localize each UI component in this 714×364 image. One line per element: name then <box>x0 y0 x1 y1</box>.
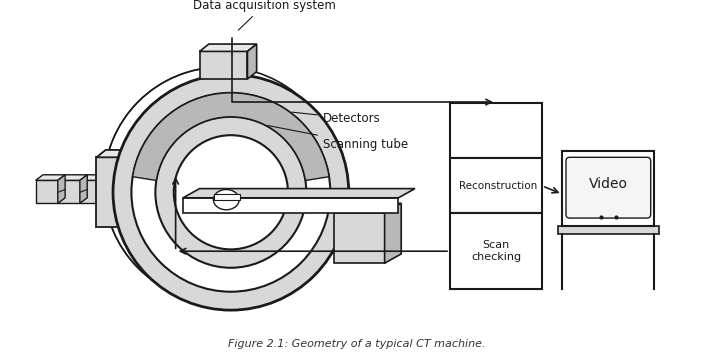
Polygon shape <box>80 175 109 180</box>
Text: Data acquisition system: Data acquisition system <box>193 0 336 30</box>
Circle shape <box>131 93 331 292</box>
Text: Detectors: Detectors <box>292 112 381 125</box>
Polygon shape <box>96 150 131 157</box>
Text: Video: Video <box>589 177 628 191</box>
Polygon shape <box>183 189 415 198</box>
Polygon shape <box>58 175 87 180</box>
Polygon shape <box>199 51 248 79</box>
Polygon shape <box>334 203 401 213</box>
Polygon shape <box>385 203 401 263</box>
Polygon shape <box>58 180 80 203</box>
Text: Figure 2.1: Geometry of a typical CT machine.: Figure 2.1: Geometry of a typical CT mac… <box>228 339 486 349</box>
Polygon shape <box>80 175 87 203</box>
Ellipse shape <box>213 190 239 210</box>
Circle shape <box>113 74 348 310</box>
Polygon shape <box>102 175 109 203</box>
Circle shape <box>156 117 306 268</box>
Polygon shape <box>80 180 102 203</box>
Polygon shape <box>214 194 240 199</box>
Polygon shape <box>450 103 542 158</box>
Polygon shape <box>334 213 385 263</box>
Polygon shape <box>248 44 256 79</box>
Text: Reconstruction: Reconstruction <box>459 181 538 191</box>
Text: Scanning tube: Scanning tube <box>268 126 408 151</box>
Text: Scan
checking: Scan checking <box>471 240 521 262</box>
Circle shape <box>174 135 288 249</box>
Polygon shape <box>58 175 65 203</box>
Polygon shape <box>450 158 542 213</box>
Polygon shape <box>450 213 542 289</box>
Polygon shape <box>36 175 65 180</box>
Polygon shape <box>36 180 58 203</box>
Polygon shape <box>96 157 122 227</box>
Polygon shape <box>183 198 398 213</box>
Polygon shape <box>563 151 655 226</box>
Polygon shape <box>558 226 659 234</box>
Polygon shape <box>199 44 256 51</box>
FancyBboxPatch shape <box>566 157 650 218</box>
Polygon shape <box>133 93 329 181</box>
